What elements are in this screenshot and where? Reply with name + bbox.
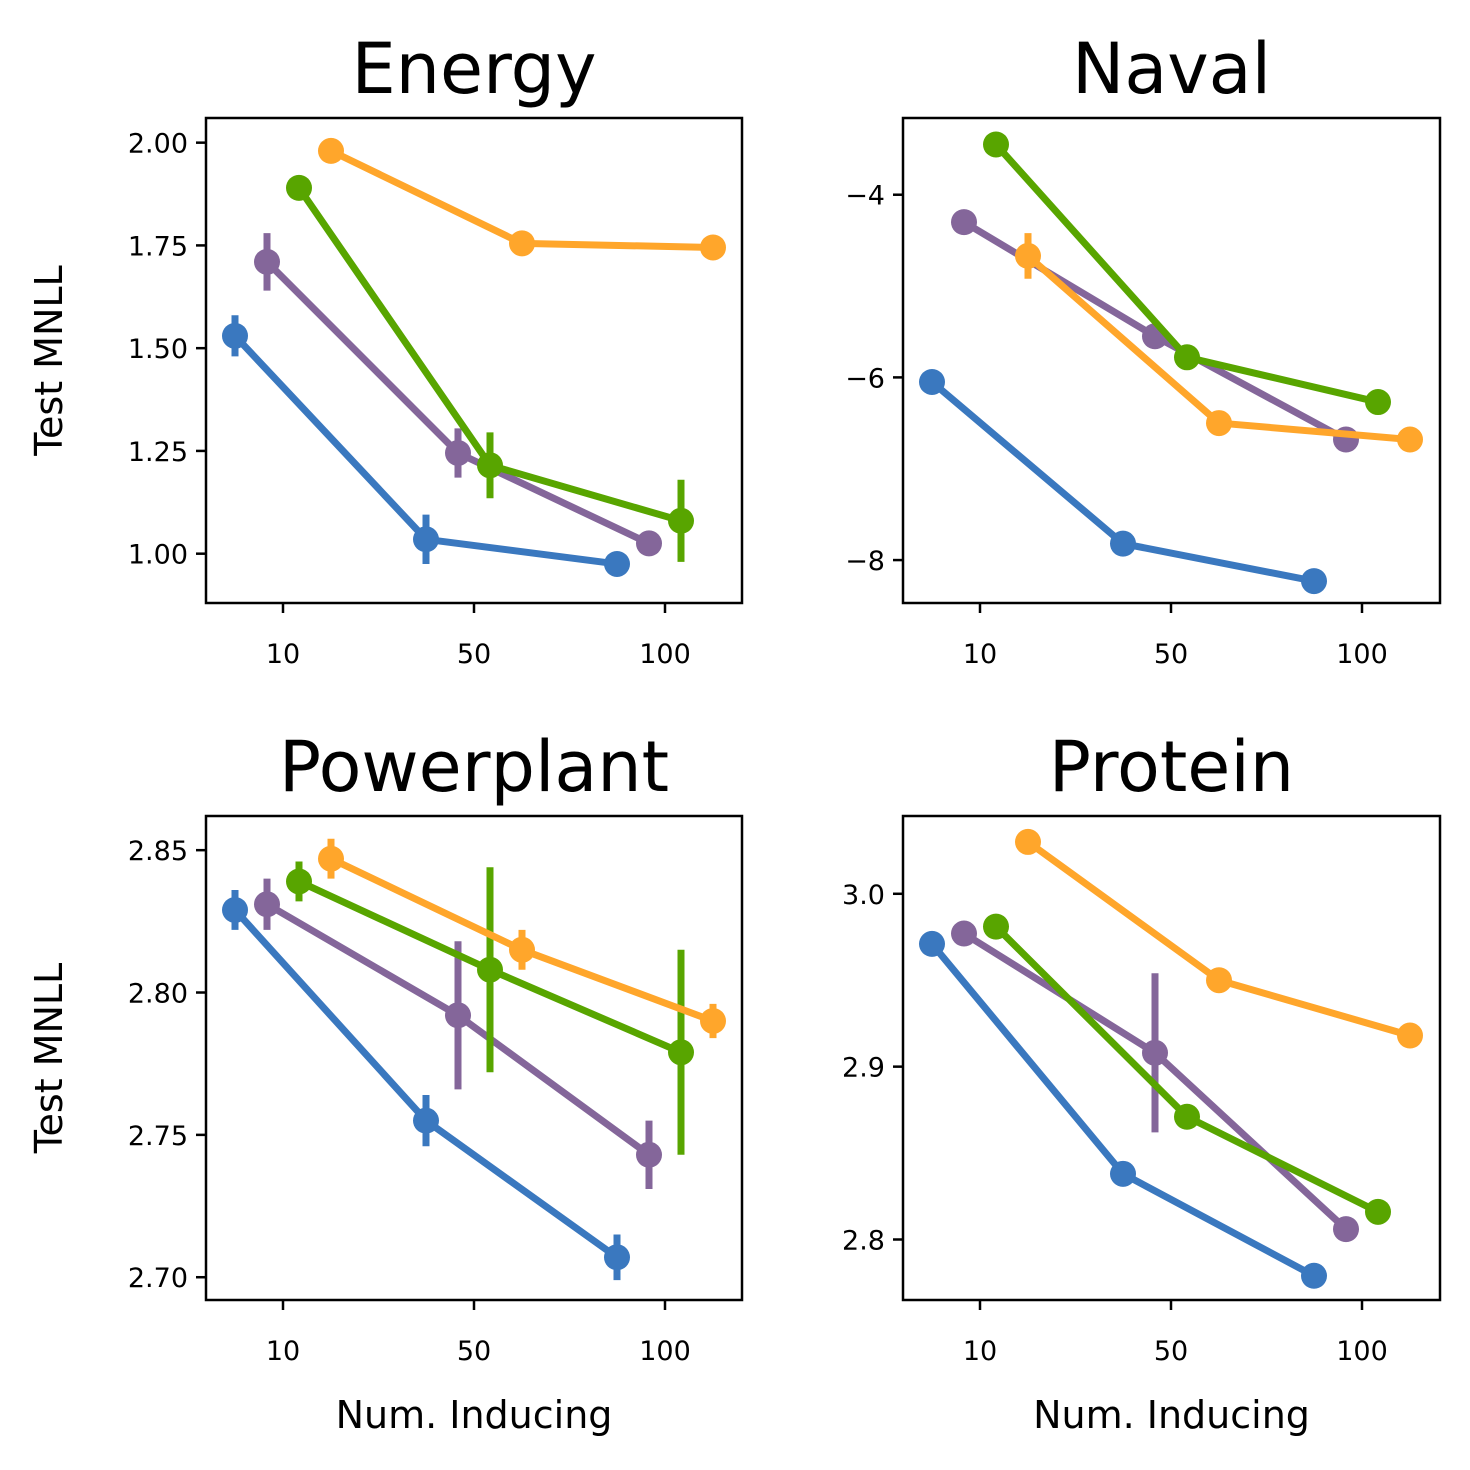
panel-naval: Naval −8 −6 −4 10 50 100 [845, 28, 1442, 670]
series-line-3 [993, 924, 1380, 1215]
y-tick-label: 2.00 [128, 129, 188, 160]
series-line-2 [264, 259, 651, 547]
x-tick-label: 100 [1336, 1336, 1388, 1367]
y-tick-label: 2.80 [128, 979, 188, 1010]
data-point [604, 1244, 630, 1271]
y-tick-label: 3.0 [842, 880, 885, 911]
data-point [318, 137, 344, 164]
data-point [1174, 344, 1200, 371]
y-tick-label: −6 [845, 363, 885, 394]
data-point [318, 845, 344, 872]
x-tick-label: 100 [639, 639, 691, 670]
data-point [951, 920, 977, 947]
y-tick-label: −8 [845, 546, 885, 577]
data-point [413, 1107, 439, 1134]
y-tick-label: 2.85 [128, 836, 188, 867]
axes-frame [901, 116, 1442, 605]
data-point [700, 1007, 726, 1034]
panel-title: Powerplant [279, 726, 669, 808]
panel-title: Naval [1072, 28, 1271, 110]
x-tick-label: 10 [963, 639, 997, 670]
data-point [1015, 828, 1041, 855]
data-point [286, 868, 312, 895]
y-tick-label: 1.25 [128, 437, 188, 468]
x-tick-label: 50 [1154, 639, 1188, 670]
data-point [919, 368, 945, 395]
data-point [509, 230, 535, 257]
x-axis-label: Num. Inducing [1033, 1393, 1310, 1437]
data-point [1301, 1262, 1327, 1289]
data-point [1015, 242, 1041, 269]
y-tick-label: −4 [845, 181, 885, 212]
data-point [1174, 1103, 1200, 1130]
data-point [668, 507, 694, 534]
data-point [1206, 410, 1232, 437]
y-tick-label: 2.75 [128, 1121, 188, 1152]
x-tick-label: 100 [639, 1336, 691, 1367]
data-point [254, 891, 280, 918]
panel-title: Energy [351, 28, 596, 110]
x-tick-label: 100 [1336, 639, 1388, 670]
y-tick-label: 1.75 [128, 231, 188, 262]
axes-frame [901, 814, 1442, 1302]
data-point [1110, 530, 1136, 557]
data-point [509, 936, 535, 963]
data-point [1365, 389, 1391, 416]
data-point [983, 131, 1009, 158]
data-point [700, 234, 726, 261]
data-point [1333, 1216, 1359, 1243]
y-tick-label: 1.50 [128, 334, 188, 365]
axes-frame [204, 814, 744, 1302]
data-point [1110, 1160, 1136, 1187]
x-tick-label: 10 [963, 1336, 997, 1367]
data-point [951, 209, 977, 236]
data-point [445, 1002, 471, 1029]
data-point [604, 550, 630, 577]
data-point [636, 1141, 662, 1168]
data-point [222, 322, 248, 349]
data-point [413, 526, 439, 553]
data-point [668, 1039, 694, 1066]
y-tick-label: 2.70 [128, 1263, 188, 1294]
data-point [254, 248, 280, 275]
data-point [445, 439, 471, 466]
data-point [636, 530, 662, 557]
x-tick-label: 50 [457, 639, 491, 670]
y-tick-label: 2.8 [842, 1226, 885, 1257]
panel-protein: Protein 2.8 2.9 3.0 10 50 100 Num. Inducing [842, 726, 1442, 1437]
data-point [222, 896, 248, 923]
x-tick-label: 50 [457, 1336, 491, 1367]
x-tick-label: 10 [266, 639, 300, 670]
x-tick-label: 10 [266, 1336, 300, 1367]
data-point [286, 174, 312, 201]
x-axis-label: Num. Inducing [336, 1393, 613, 1437]
data-point [919, 930, 945, 957]
panel-title: Protein [1049, 726, 1294, 808]
data-point [1365, 1198, 1391, 1225]
y-tick-label: 2.9 [842, 1053, 885, 1084]
data-point [477, 452, 503, 479]
data-point [1301, 568, 1327, 595]
data-point [477, 956, 503, 983]
data-point [1142, 1039, 1168, 1066]
panel-powerplant: Powerplant 2.70 2.75 2.80 2.85 10 50 100 Test MN… [27, 726, 744, 1437]
data-point [1206, 967, 1232, 994]
data-point [1397, 1022, 1423, 1049]
panel-energy: Energy 1.00 1.25 1.50 1.75 2.00 10 50 100 Test MN… [27, 28, 744, 670]
data-point [1397, 426, 1423, 453]
y-axis-label: Test MNLL [27, 265, 71, 456]
data-point [983, 913, 1009, 940]
x-tick-label: 50 [1154, 1336, 1188, 1367]
y-axis-label: Test MNLL [27, 963, 71, 1154]
y-tick-label: 1.00 [128, 540, 188, 571]
